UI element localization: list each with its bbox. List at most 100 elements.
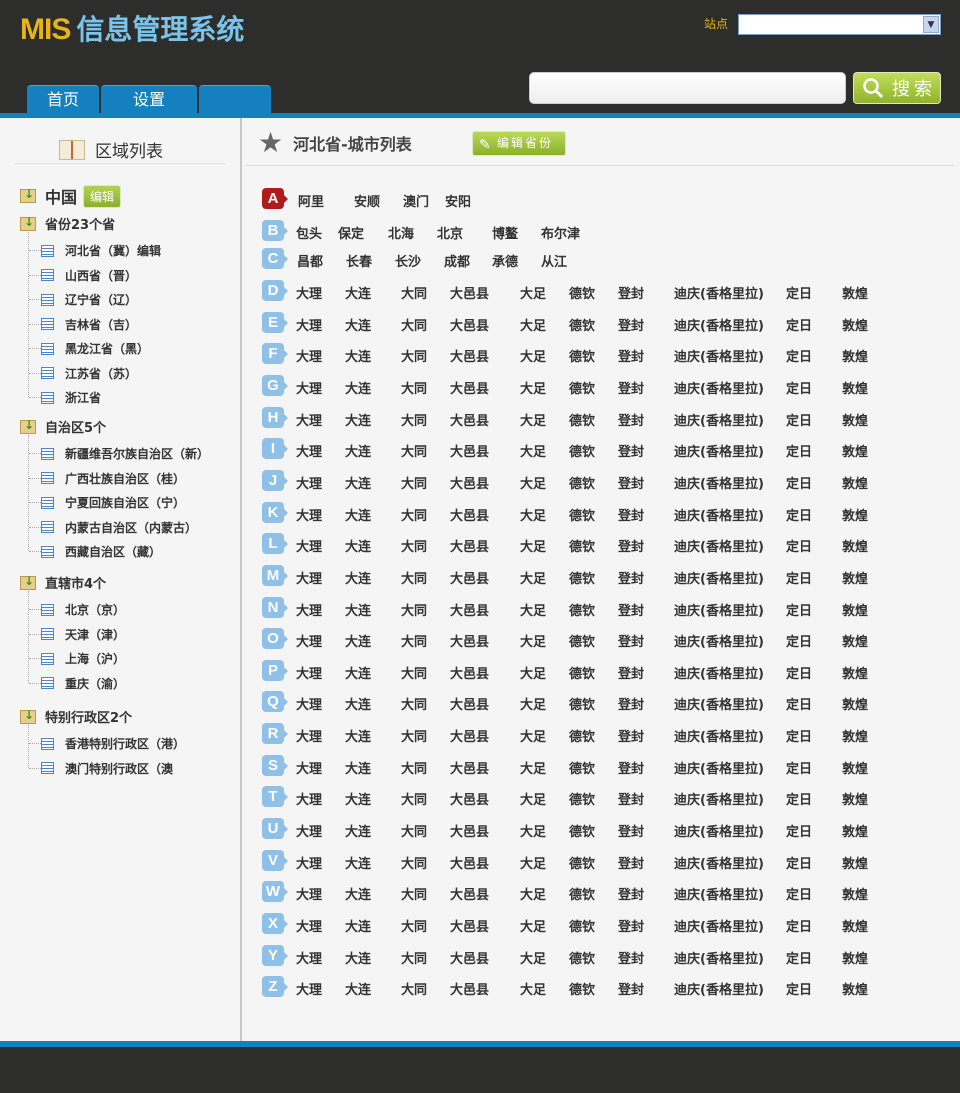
city-link[interactable]: 保定 [338, 227, 365, 242]
city-link[interactable]: 大同 [401, 856, 428, 872]
letter-badge-o[interactable]: O [262, 628, 288, 650]
letter-badge-z[interactable]: Z [262, 976, 288, 998]
letter-badge-c[interactable]: C [262, 248, 288, 269]
city-link[interactable]: 登封 [618, 951, 645, 967]
city-link[interactable]: 德钦 [569, 666, 596, 682]
city-link[interactable]: 大同 [401, 793, 428, 809]
city-link[interactable]: 德钦 [569, 856, 596, 872]
city-link[interactable]: 大理 [296, 350, 323, 366]
letter-badge-g[interactable]: G [262, 374, 288, 396]
city-link[interactable]: 迪庆(香格里拉) [674, 413, 764, 429]
tree-group[interactable]: 省份23个省 [20, 214, 115, 233]
edit-province-button[interactable]: ✎ 编辑省份 [472, 131, 566, 156]
city-link[interactable]: 迪庆(香格里拉) [674, 603, 764, 619]
city-link[interactable]: 大邑县 [450, 350, 490, 366]
city-link[interactable]: 大连 [345, 476, 372, 492]
city-link[interactable]: 敦煌 [842, 540, 869, 556]
city-link[interactable]: 大理 [296, 856, 323, 872]
city-link[interactable]: 德钦 [569, 540, 596, 556]
city-link[interactable]: 大连 [345, 445, 372, 461]
city-link[interactable]: 博鳌 [492, 227, 519, 242]
site-select[interactable]: ▼ [738, 14, 941, 35]
tree-item[interactable]: 黑龙江省（黑） [41, 340, 149, 357]
city-link[interactable]: 大邑县 [450, 540, 490, 556]
city-link[interactable]: 德钦 [569, 761, 596, 777]
city-link[interactable]: 大足 [520, 413, 547, 429]
city-link[interactable]: 定日 [786, 476, 813, 492]
city-link[interactable]: 大邑县 [450, 381, 490, 397]
city-link[interactable]: 大足 [520, 761, 547, 777]
city-link[interactable]: 大连 [345, 635, 372, 651]
city-link[interactable]: 定日 [786, 793, 813, 809]
city-link[interactable]: 大理 [296, 698, 323, 714]
city-link[interactable]: 德钦 [569, 951, 596, 967]
city-link[interactable]: 大同 [401, 508, 428, 524]
letter-badge-k[interactable]: K [262, 501, 288, 523]
city-link[interactable]: 敦煌 [842, 476, 869, 492]
city-link[interactable]: 登封 [618, 825, 645, 841]
city-link[interactable]: 大足 [520, 730, 547, 746]
city-link[interactable]: 迪庆(香格里拉) [674, 856, 764, 872]
city-link[interactable]: 大同 [401, 381, 428, 397]
city-link[interactable]: 大邑县 [450, 508, 490, 524]
city-link[interactable]: 迪庆(香格里拉) [674, 761, 764, 777]
city-link[interactable]: 大邑县 [450, 951, 490, 967]
chevron-down-icon[interactable]: ▼ [923, 16, 939, 33]
city-link[interactable]: 迪庆(香格里拉) [674, 920, 764, 935]
city-link[interactable]: 大邑县 [450, 983, 490, 999]
city-link[interactable]: 迪庆(香格里拉) [674, 698, 764, 714]
tree-item[interactable]: 北京（京） [41, 601, 125, 618]
city-link[interactable]: 安阳 [445, 195, 472, 210]
letter-badge-f[interactable]: F [262, 343, 288, 365]
city-link[interactable]: 迪庆(香格里拉) [674, 730, 764, 746]
city-link[interactable]: 登封 [618, 381, 645, 397]
letter-badge-e[interactable]: E [262, 311, 288, 333]
city-link[interactable]: 定日 [786, 350, 813, 366]
city-link[interactable]: 敦煌 [842, 381, 869, 397]
city-link[interactable]: 迪庆(香格里拉) [674, 825, 764, 841]
city-link[interactable]: 登封 [618, 888, 645, 904]
city-link[interactable]: 登封 [618, 508, 645, 524]
city-link[interactable]: 敦煌 [842, 761, 869, 777]
city-link[interactable]: 大邑县 [450, 571, 490, 587]
city-link[interactable]: 大同 [401, 318, 428, 334]
city-link[interactable]: 大足 [520, 888, 547, 904]
city-link[interactable]: 大同 [401, 287, 428, 302]
city-link[interactable]: 敦煌 [842, 983, 869, 999]
city-link[interactable]: 德钦 [569, 445, 596, 461]
city-link[interactable]: 登封 [618, 413, 645, 429]
city-link[interactable]: 德钦 [569, 983, 596, 999]
city-link[interactable]: 大足 [520, 476, 547, 492]
city-link[interactable]: 迪庆(香格里拉) [674, 983, 764, 999]
tree-group[interactable]: 自治区5个 [20, 417, 106, 436]
city-link[interactable]: 定日 [786, 761, 813, 777]
city-link[interactable]: 定日 [786, 445, 813, 461]
city-link[interactable]: 阿里 [298, 195, 325, 210]
city-link[interactable]: 登封 [618, 983, 645, 999]
letter-badge-x[interactable]: X [262, 913, 288, 934]
tree-item[interactable]: 天津（津） [41, 626, 125, 643]
city-link[interactable]: 大邑县 [450, 698, 490, 714]
city-link[interactable]: 昌都 [297, 255, 324, 270]
city-link[interactable]: 迪庆(香格里拉) [674, 951, 764, 967]
city-link[interactable]: 大同 [401, 413, 428, 429]
city-link[interactable]: 德钦 [569, 603, 596, 619]
city-link[interactable]: 大理 [296, 666, 323, 682]
city-link[interactable]: 定日 [786, 951, 813, 967]
city-link[interactable]: 敦煌 [842, 825, 869, 841]
city-link[interactable]: 大理 [296, 413, 323, 429]
edit-button[interactable]: 编辑 [83, 184, 122, 208]
city-link[interactable]: 长沙 [395, 255, 422, 270]
letter-badge-v[interactable]: V [262, 849, 288, 871]
tree-item[interactable]: 上海（沪） [41, 650, 125, 667]
city-link[interactable]: 登封 [618, 793, 645, 809]
tree-group[interactable]: 特别行政区2个 [20, 707, 132, 726]
city-link[interactable]: 大理 [296, 730, 323, 746]
city-link[interactable]: 大足 [520, 825, 547, 841]
city-link[interactable]: 大邑县 [450, 287, 490, 302]
city-link[interactable]: 登封 [618, 445, 645, 461]
city-link[interactable]: 德钦 [569, 825, 596, 841]
letter-badge-i[interactable]: I [262, 438, 288, 460]
city-link[interactable]: 大连 [345, 413, 372, 429]
city-link[interactable]: 大同 [401, 698, 428, 714]
